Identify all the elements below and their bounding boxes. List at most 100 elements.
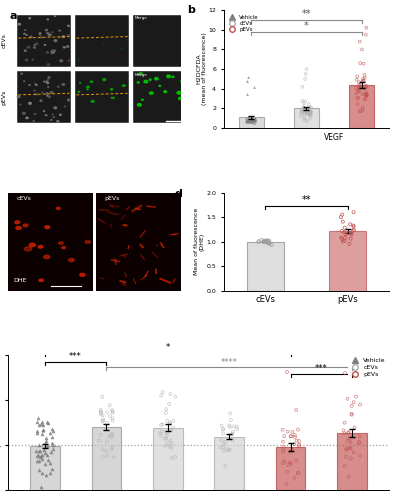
Point (347, 444, 354, 452)
Point (287, 432, 294, 440)
Bar (247, 242, 284, 290)
Point (303, 70, 309, 78)
Point (289, 428, 296, 436)
Point (356, 438, 362, 446)
Circle shape (52, 52, 54, 53)
Point (162, 434, 168, 442)
Point (48, 448, 54, 456)
Circle shape (45, 114, 47, 116)
Point (299, 106, 305, 114)
Circle shape (149, 79, 151, 80)
Point (359, 78, 366, 86)
Circle shape (47, 82, 48, 84)
Point (49, 425, 55, 433)
Point (247, 116, 254, 124)
Circle shape (58, 242, 64, 244)
Point (165, 439, 171, 447)
Circle shape (17, 96, 20, 98)
Point (249, 116, 256, 124)
Point (341, 418, 348, 426)
Point (262, 237, 268, 245)
Circle shape (29, 244, 35, 246)
Circle shape (172, 76, 174, 78)
Point (292, 433, 298, 441)
Point (306, 109, 313, 117)
Point (168, 444, 175, 452)
Point (260, 238, 266, 246)
Circle shape (25, 60, 27, 61)
Point (220, 443, 227, 451)
Point (98, 408, 104, 416)
Point (343, 446, 350, 454)
Bar (133, 72, 187, 124)
Point (345, 428, 352, 436)
Point (362, 90, 369, 98)
Point (363, 92, 370, 100)
Point (249, 114, 256, 122)
Circle shape (91, 81, 93, 82)
Point (104, 408, 110, 416)
Point (338, 234, 344, 241)
Circle shape (48, 96, 50, 98)
Circle shape (45, 226, 50, 228)
Point (360, 106, 366, 114)
Point (357, 432, 363, 440)
Point (363, 89, 370, 97)
Point (355, 100, 361, 108)
Point (355, 85, 362, 93)
Point (244, 117, 250, 125)
Point (302, 116, 308, 124)
Point (249, 116, 256, 124)
Bar (153, 428, 183, 490)
Circle shape (57, 120, 59, 122)
Circle shape (62, 84, 65, 86)
Circle shape (44, 256, 50, 258)
Point (356, 80, 362, 88)
Circle shape (46, 81, 47, 82)
Bar (349, 85, 374, 128)
Point (347, 220, 353, 228)
Point (36, 447, 42, 455)
Bar (96, 192, 181, 290)
Point (281, 457, 287, 465)
Point (293, 406, 299, 414)
Point (245, 116, 251, 124)
Point (34, 418, 40, 426)
Point (39, 426, 46, 434)
Point (307, 112, 314, 120)
Point (40, 421, 46, 429)
Point (303, 106, 309, 114)
Point (249, 115, 256, 123)
Point (243, 117, 249, 125)
Circle shape (29, 18, 31, 19)
Circle shape (103, 78, 106, 80)
Circle shape (48, 87, 49, 88)
Point (345, 473, 352, 481)
Circle shape (27, 46, 30, 48)
Point (98, 431, 104, 439)
Point (351, 448, 357, 456)
Point (167, 436, 173, 444)
Point (227, 423, 233, 431)
Point (362, 94, 368, 102)
Point (357, 59, 363, 67)
Point (251, 116, 257, 124)
Point (170, 417, 177, 425)
Point (221, 447, 227, 455)
Point (280, 442, 287, 450)
Point (100, 417, 106, 425)
Point (266, 238, 273, 246)
Point (251, 83, 257, 91)
Point (302, 98, 308, 106)
Circle shape (59, 30, 60, 31)
Point (291, 474, 298, 482)
Point (304, 118, 310, 126)
Point (351, 208, 357, 216)
Point (166, 442, 173, 450)
Point (225, 446, 232, 454)
Circle shape (42, 92, 43, 93)
Point (348, 230, 354, 237)
Point (166, 400, 172, 408)
Point (264, 238, 270, 246)
Point (168, 454, 175, 462)
